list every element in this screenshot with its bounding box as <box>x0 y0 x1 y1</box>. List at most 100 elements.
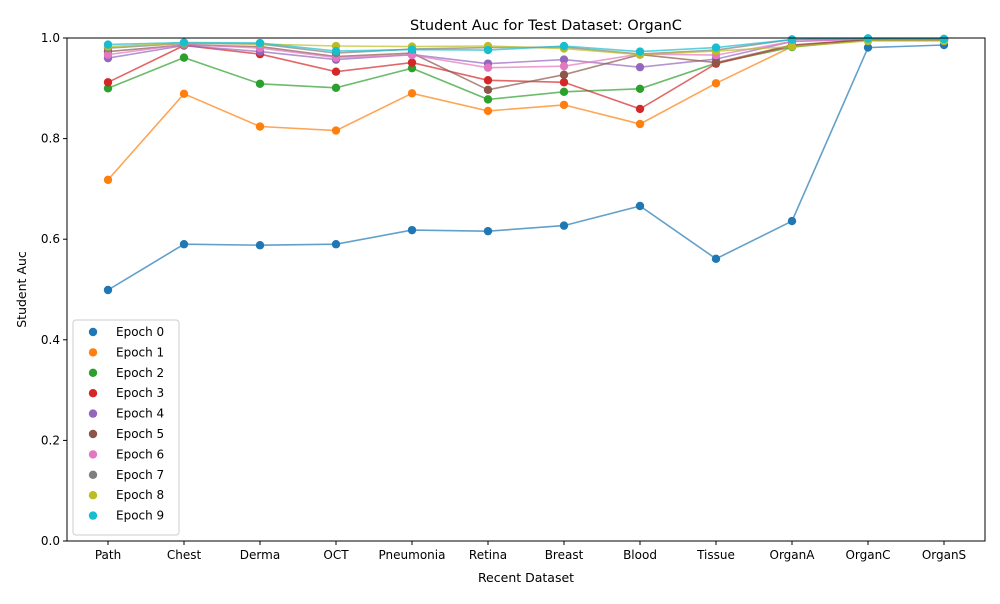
data-point <box>711 254 721 264</box>
data-point <box>103 175 113 185</box>
data-point <box>179 240 189 249</box>
legend-marker <box>88 389 98 398</box>
data-point <box>483 106 493 116</box>
x-tick-label: Breast <box>545 548 584 562</box>
data-point <box>559 61 569 71</box>
data-point <box>483 45 493 55</box>
x-tick-label: Retina <box>469 548 507 562</box>
series-line <box>107 38 945 69</box>
data-point <box>103 50 113 59</box>
x-tick-label: Derma <box>240 548 280 562</box>
series-line <box>107 37 945 53</box>
data-point <box>635 84 645 94</box>
data-point <box>559 87 569 97</box>
data-point <box>407 45 417 54</box>
x-tick-label: Tissue <box>696 548 735 562</box>
data-point <box>635 104 645 114</box>
data-point <box>407 89 417 98</box>
data-point <box>863 43 873 52</box>
data-point <box>103 40 113 49</box>
data-point <box>483 76 493 85</box>
data-point <box>711 79 721 88</box>
y-tick-label: 0.8 <box>41 132 60 146</box>
data-point <box>559 78 569 87</box>
legend-items: Epoch 0 Epoch 1 Epoch 2 Epoch 3 Epoch 4 Epoch… <box>88 325 164 523</box>
legend-marker <box>88 368 98 377</box>
legend-marker <box>88 327 98 337</box>
chart-title: Student Auc for Test Dataset: OrganC <box>410 18 682 34</box>
legend-label: Epoch 6 <box>116 447 164 461</box>
legend-marker <box>88 429 98 439</box>
legend-label: Epoch 4 <box>116 407 164 421</box>
data-point <box>179 53 189 62</box>
y-axis: 0.0 0.2 0.4 0.6 0.8 1.0 <box>41 31 67 548</box>
legend-marker <box>88 450 98 459</box>
legend-marker <box>88 409 98 418</box>
data-point <box>179 38 189 47</box>
x-axis-label: Recent Dataset <box>478 570 574 585</box>
y-tick-label: 0.0 <box>41 534 60 548</box>
legend-label: Epoch 5 <box>116 427 164 441</box>
data-point <box>331 240 341 249</box>
data-point <box>331 46 341 56</box>
data-point <box>331 126 341 135</box>
data-point <box>331 83 341 92</box>
x-tick-label: OrganA <box>770 548 816 562</box>
data-point <box>255 241 265 250</box>
data-point <box>787 35 797 44</box>
data-point <box>635 201 645 211</box>
data-point <box>255 38 265 48</box>
data-point <box>483 63 493 72</box>
data-point <box>559 55 569 64</box>
series-epoch-9 <box>103 34 949 56</box>
x-tick-label: OrganS <box>922 548 966 562</box>
legend-label: Epoch 0 <box>116 325 164 339</box>
x-tick-label: Pneumonia <box>379 548 446 562</box>
data-point <box>179 89 189 99</box>
data-point <box>103 285 113 295</box>
data-point <box>483 85 493 95</box>
y-tick-label: 0.6 <box>41 232 60 246</box>
data-point <box>255 79 265 88</box>
x-tick-label: Chest <box>167 548 202 562</box>
data-point <box>787 216 797 226</box>
data-point <box>103 78 113 87</box>
data-point <box>255 122 265 131</box>
legend-label: Epoch 8 <box>116 488 164 502</box>
data-point <box>939 34 949 44</box>
data-point <box>407 225 417 235</box>
legend-label: Epoch 7 <box>116 468 164 482</box>
data-point <box>635 119 645 129</box>
data-point <box>103 84 113 93</box>
data-point <box>559 70 569 79</box>
x-tick-label: Blood <box>623 548 657 562</box>
x-axis: Path Chest Derma OCT Pneumonia Retina Breast Bl… <box>95 541 966 562</box>
x-tick-label: Path <box>95 548 121 562</box>
plot-area: 0.0 0.2 0.4 0.6 0.8 1.0 Path Chest Derma OCT Pneu… <box>41 31 986 562</box>
data-point <box>863 34 873 43</box>
data-point <box>635 47 645 56</box>
data-point <box>787 42 797 51</box>
data-point <box>711 58 721 67</box>
x-tick-label: OCT <box>323 548 349 562</box>
legend-marker <box>88 491 98 500</box>
legend: Epoch 0 Epoch 1 Epoch 2 Epoch 3 Epoch 4 Epoch… <box>72 319 180 536</box>
series-group <box>103 34 949 295</box>
x-tick-label: OrganC <box>845 548 890 562</box>
y-tick-label: 0.4 <box>41 333 60 347</box>
data-point <box>711 43 721 52</box>
legend-label: Epoch 2 <box>116 366 164 380</box>
legend-frame <box>72 319 180 536</box>
legend-marker <box>88 470 98 479</box>
legend-marker <box>88 511 98 520</box>
data-point <box>407 58 417 67</box>
legend-label: Epoch 9 <box>116 509 164 523</box>
legend-label: Epoch 3 <box>116 386 164 400</box>
legend-marker <box>88 348 98 357</box>
y-axis-label: Student Auc <box>14 251 29 328</box>
legend-label: Epoch 1 <box>116 345 164 359</box>
data-point <box>483 95 493 104</box>
data-point <box>559 41 569 51</box>
series-line <box>107 44 945 291</box>
